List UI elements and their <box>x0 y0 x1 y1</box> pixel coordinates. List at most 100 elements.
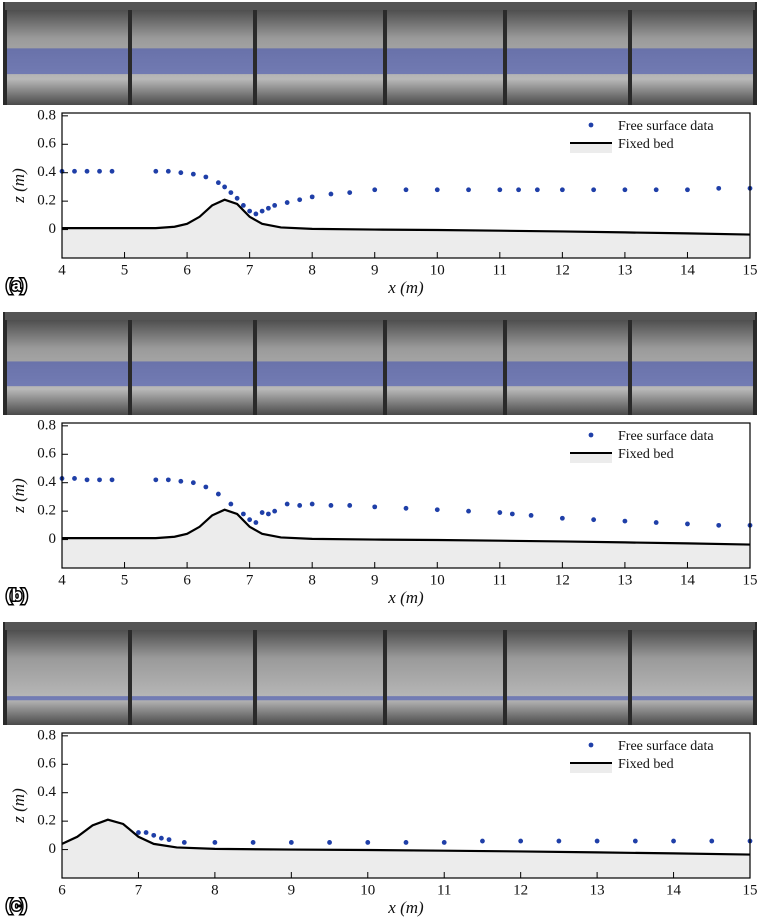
x-tick-label: 6 <box>58 882 66 898</box>
surface-point <box>215 491 221 497</box>
x-tick-label: 11 <box>493 572 507 588</box>
surface-point <box>653 187 659 193</box>
photo-water <box>5 361 755 387</box>
surface-point <box>685 521 690 527</box>
surface-point <box>190 171 196 177</box>
legend-label: Free surface data <box>618 429 714 444</box>
surface-point <box>372 504 378 510</box>
bed-line <box>62 198 751 236</box>
surface-point <box>84 477 90 483</box>
surface-point <box>365 840 371 845</box>
x-tick-label: 12 <box>555 262 570 278</box>
x-tick-label: 6 <box>183 262 191 278</box>
x-tick-label: 14 <box>680 572 696 588</box>
panel-label: (c) <box>6 895 27 914</box>
legend-swatch <box>588 122 594 128</box>
surface-point <box>72 476 77 481</box>
surface-point <box>215 180 221 186</box>
surface-point <box>72 168 77 174</box>
surface-point <box>434 187 440 193</box>
x-tick-label: 12 <box>555 572 570 588</box>
surface-point <box>685 187 690 193</box>
surface-point <box>240 511 246 517</box>
plot-frame <box>61 732 751 879</box>
x-tick-label: 7 <box>246 262 254 278</box>
surface-point <box>288 840 294 845</box>
surface-point <box>253 520 259 525</box>
x-tick-label: 13 <box>617 572 632 588</box>
x-tick-label: 13 <box>617 262 632 278</box>
x-tick-label: 9 <box>288 882 296 898</box>
surface-point <box>653 520 659 525</box>
surface-point <box>247 208 253 214</box>
x-tick-label: 14 <box>666 882 682 898</box>
surface-point <box>266 205 271 211</box>
y-tick-label: 0.2 <box>37 193 56 209</box>
legend-swatch <box>588 742 594 748</box>
surface-point <box>297 197 303 203</box>
bed-area <box>62 819 750 878</box>
x-tick-label: 15 <box>743 572 758 588</box>
surface-point <box>240 203 246 208</box>
legend-label: Fixed bed <box>618 447 674 462</box>
bed-area <box>62 199 750 258</box>
surface-point <box>212 840 218 845</box>
x-tick-label: 4 <box>58 262 66 278</box>
surface-point <box>559 515 565 521</box>
y-axis-label: z (m) <box>9 168 28 204</box>
legend-label: Free surface data <box>618 739 714 754</box>
surface-point <box>284 501 290 507</box>
x-tick-label: 15 <box>743 882 758 898</box>
x-tick-label: 7 <box>246 572 254 588</box>
surface-point <box>403 187 409 193</box>
surface-point <box>203 174 209 180</box>
x-axis-label: x (m) <box>387 278 424 297</box>
panel-label: (a) <box>6 275 27 294</box>
plot-frame <box>61 422 751 569</box>
legend-label: Fixed bed <box>618 757 674 772</box>
x-tick-label: 9 <box>371 262 379 278</box>
x-tick-label: 8 <box>211 882 219 898</box>
y-tick-label: 0.8 <box>37 727 56 743</box>
x-tick-label: 9 <box>371 572 379 588</box>
surface-point <box>97 168 102 174</box>
surface-point <box>434 507 440 513</box>
surface-point <box>594 838 600 844</box>
x-tick-label: 11 <box>493 262 507 278</box>
surface-point <box>165 168 171 174</box>
surface-point <box>250 840 256 845</box>
legend-swatch <box>588 432 594 438</box>
surface-point <box>509 511 515 517</box>
photo-water <box>5 48 755 75</box>
y-tick-label: 0.6 <box>37 756 56 772</box>
surface-point <box>716 185 722 191</box>
surface-point <box>403 505 409 511</box>
surface-point <box>347 190 353 196</box>
surface-point <box>158 835 164 841</box>
x-tick-label: 5 <box>121 572 129 588</box>
x-tick-label: 4 <box>58 572 66 588</box>
y-tick-label: 0.4 <box>37 164 56 180</box>
surface-point <box>497 510 503 515</box>
surface-point <box>151 832 157 838</box>
surface-point <box>403 840 409 845</box>
surface-point <box>84 168 90 174</box>
surface-point <box>518 838 524 844</box>
surface-point <box>178 478 184 484</box>
surface-point <box>528 513 534 518</box>
x-tick-label: 15 <box>743 262 758 278</box>
x-tick-label: 14 <box>680 262 696 278</box>
surface-point <box>234 195 240 201</box>
x-tick-label: 12 <box>513 882 528 898</box>
surface-point <box>181 840 187 845</box>
surface-point <box>259 510 265 515</box>
surface-point <box>259 208 265 214</box>
surface-point <box>441 840 447 845</box>
x-tick-label: 11 <box>437 882 451 898</box>
surface-point <box>716 522 722 528</box>
bed-line <box>62 508 751 546</box>
surface-point <box>97 477 102 483</box>
y-tick-label: 0.2 <box>37 813 56 829</box>
photo <box>5 622 755 725</box>
